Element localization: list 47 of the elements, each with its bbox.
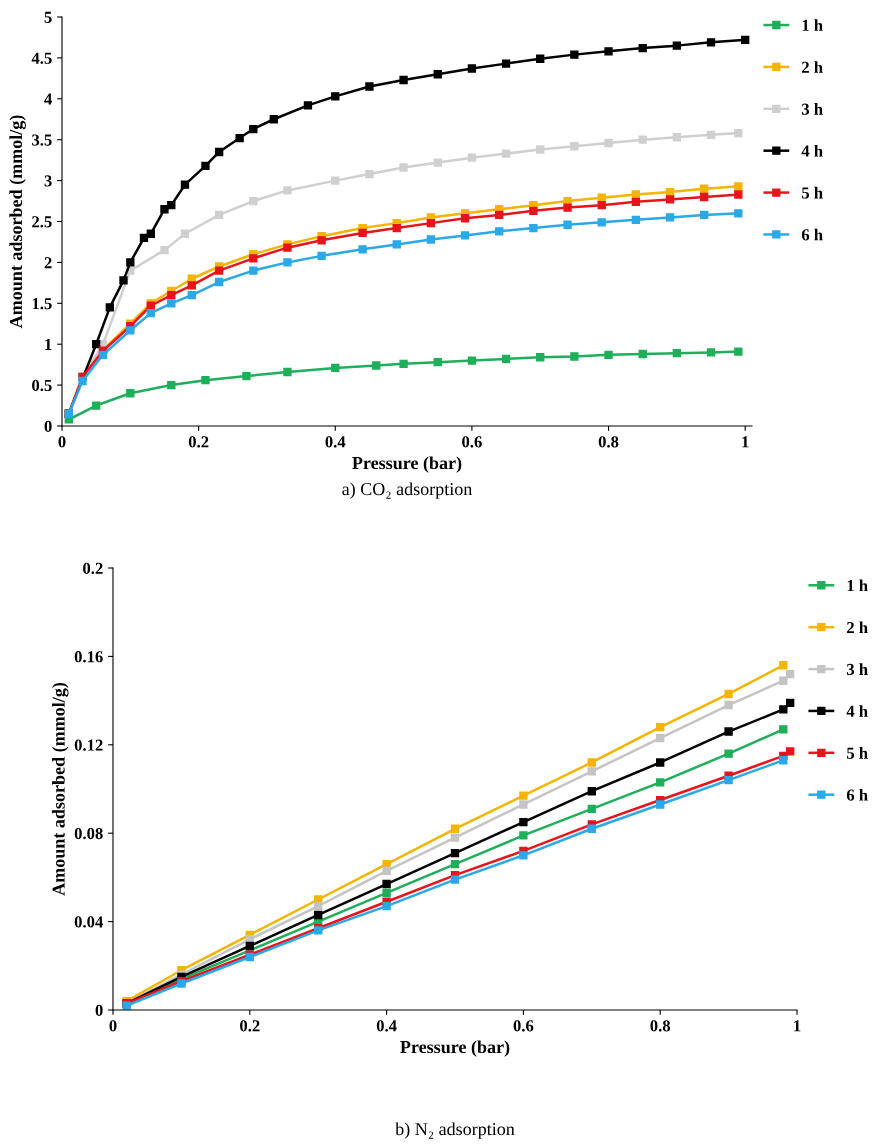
y-tick-label: 2.5 — [32, 216, 52, 228]
y-tick-label: 4 — [44, 93, 52, 105]
y-tick-label: 0 — [44, 420, 52, 432]
text: b) N₂ adsorption — [395, 1122, 515, 1139]
y-axis-title: Amount adsorbed (mmol/g) — [9, 115, 26, 329]
x-tick-label: 0 — [109, 1020, 117, 1032]
y-tick-label: 1.5 — [32, 298, 52, 310]
legend-label: 3 h — [801, 103, 823, 115]
y-tick-label: 0.04 — [74, 916, 103, 928]
legend-label: 3 h — [846, 663, 868, 676]
x-tick-label: 0 — [58, 436, 66, 448]
legend-label: 6 h — [846, 788, 868, 801]
x-tick-label: 1 — [742, 436, 749, 448]
x-tick-label: 0.8 — [650, 1020, 671, 1032]
x-tick-label: 0.6 — [462, 436, 482, 448]
y-tick-label: 0 — [95, 1004, 103, 1016]
legend-label: 1 h — [847, 579, 868, 592]
x-tick-label: 0.6 — [513, 1020, 534, 1032]
legend-label: 5 h — [847, 747, 868, 759]
legend-label: 4 h — [846, 705, 868, 717]
y-tick-label: 0.08 — [74, 827, 103, 840]
legend-label: 1 h — [802, 19, 823, 31]
legend-label: 4 h — [801, 144, 823, 157]
x-tick-label: 0.4 — [325, 436, 346, 448]
x-tick-label: 0.4 — [376, 1020, 397, 1032]
text: a) CO₂ adsorption — [342, 482, 473, 499]
y-tick-label: 3.5 — [32, 134, 52, 146]
y-tick-label: 1 — [45, 338, 52, 350]
y-axis-title: Amount adsorbed (mmol/g) — [52, 682, 69, 896]
y-tick-label: 0.12 — [74, 739, 103, 751]
y-tick-label: 5 — [44, 11, 52, 23]
legend-label: 2 h — [847, 621, 868, 633]
y-tick-label: 4.5 — [31, 52, 52, 64]
y-tick-label: 0.5 — [32, 379, 52, 392]
x-axis-title: Pressure (bar) — [352, 456, 462, 473]
legend-label: 2 h — [802, 61, 823, 73]
legend-label: 6 h — [801, 228, 823, 241]
y-tick-label: 3 — [44, 175, 52, 187]
x-tick-label: 0.8 — [598, 436, 619, 448]
legend-label: 5 h — [802, 186, 823, 199]
x-tick-label: 0.2 — [188, 436, 209, 448]
x-tick-label: 1 — [794, 1020, 801, 1032]
x-tick-label: 0.2 — [240, 1020, 260, 1032]
y-tick-label: 0.16 — [74, 651, 103, 663]
y-tick-label: 2 — [44, 257, 52, 269]
y-tick-label: 0.2 — [83, 562, 103, 575]
x-axis-title: Pressure (bar) — [400, 1040, 510, 1057]
